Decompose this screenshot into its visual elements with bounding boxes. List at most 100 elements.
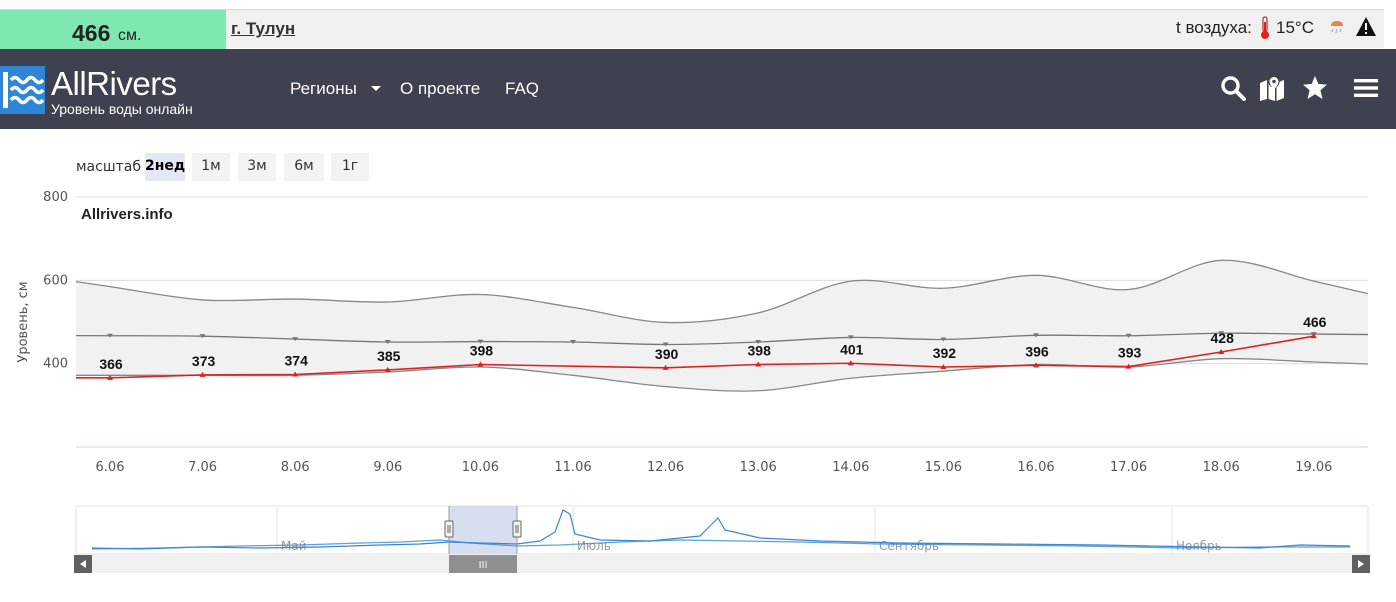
mean-marker — [940, 337, 947, 342]
scrollbar-thumb[interactable] — [449, 555, 517, 573]
x-tick-label: 16.06 — [1017, 460, 1054, 475]
mean-marker — [1218, 331, 1225, 336]
data-label: 390 — [655, 346, 679, 362]
thermometer-icon — [1261, 16, 1269, 39]
mean-marker — [107, 333, 113, 338]
navigator-month-label: Ноябрь — [1176, 539, 1222, 553]
menu-icon[interactable] — [1353, 75, 1379, 101]
scrollbar-track[interactable] — [74, 555, 1370, 573]
min-level-line — [76, 357, 1369, 392]
mean-marker — [1125, 333, 1132, 338]
navigator-handle[interactable] — [512, 520, 522, 538]
x-tick-label: 8.06 — [281, 460, 310, 475]
mean-marker — [755, 340, 762, 344]
current-level-point — [940, 364, 947, 369]
data-label: 428 — [1211, 330, 1235, 346]
x-tick-label: 12.06 — [647, 460, 684, 475]
data-label: 398 — [470, 343, 494, 359]
data-label: 398 — [748, 343, 772, 359]
navigator-series-line — [91, 539, 1350, 550]
current-level-point — [199, 371, 206, 377]
current-level-point — [107, 374, 113, 380]
scale-button-1m[interactable]: 1м — [192, 153, 230, 181]
logo-waves-icon[interactable] — [0, 66, 45, 114]
current-level-point — [1310, 333, 1317, 339]
navigator-series-line — [91, 509, 1351, 550]
navigator-handle[interactable] — [444, 520, 454, 538]
nav-faq[interactable]: FAQ — [505, 79, 540, 98]
x-tick-label: 10.06 — [462, 460, 499, 475]
x-tick-label: 11.06 — [554, 460, 591, 475]
water-level-chart[interactable]: 400 600 800 366 373 374 385 398 390 398 401 392 396 3… — [0, 185, 1396, 485]
current-level-point — [1033, 362, 1039, 368]
star-icon[interactable] — [1302, 75, 1328, 101]
y-tick-label: 600 — [43, 273, 68, 288]
site-header: AllRivers Уровень воды онлайн Регионы О … — [0, 49, 1396, 129]
x-tick-label: 19.06 — [1295, 460, 1332, 475]
mean-marker — [384, 340, 391, 344]
current-level-point — [662, 364, 669, 370]
x-tick-label: 9.06 — [373, 460, 402, 475]
current-level-point — [292, 371, 299, 377]
search-icon[interactable] — [1220, 75, 1246, 101]
warning-icon[interactable] — [1355, 16, 1377, 38]
mean-marker — [1033, 333, 1039, 338]
data-label: 401 — [840, 341, 864, 357]
current-level-value: 466 — [72, 20, 111, 46]
mean-marker — [199, 334, 206, 339]
air-temp-value: 15°C — [1276, 18, 1314, 37]
arrow-right-icon — [1358, 560, 1364, 568]
x-tick-label: 18.06 — [1203, 460, 1240, 475]
y-axis-label: Уровень, см — [16, 281, 31, 362]
mean-marker — [662, 342, 669, 347]
caret-down-icon — [371, 86, 381, 91]
info-bar: 466 см. г. Тулун t воздуха: 15°C — [0, 9, 1384, 49]
mean-level-line — [75, 332, 1369, 346]
y-tick-label: 800 — [43, 190, 68, 205]
nav-regions[interactable]: Регионы — [290, 79, 357, 98]
scale-button-3m[interactable]: 3м — [238, 153, 276, 181]
current-level-unit: см. — [118, 27, 142, 44]
data-label: 385 — [377, 348, 401, 364]
x-tick-label: 6.06 — [96, 460, 125, 475]
navigator-selection[interactable] — [449, 506, 517, 554]
scale-button-6m[interactable]: 6м — [284, 153, 324, 181]
current-level-point — [755, 361, 762, 367]
x-tick-label: 17.06 — [1110, 460, 1147, 475]
data-label: 374 — [285, 353, 309, 369]
logo-name[interactable]: AllRivers — [51, 65, 177, 102]
data-label: 392 — [933, 345, 957, 361]
data-label: 366 — [99, 356, 123, 372]
x-tick-label: 13.06 — [740, 460, 777, 475]
current-level-point — [847, 360, 854, 366]
current-level-point — [1218, 349, 1225, 354]
data-label: 466 — [1303, 314, 1327, 330]
navigator-month-label: Сентябрь — [879, 539, 939, 553]
scale-label: масштаб — [76, 159, 142, 175]
x-tick-label: 14.06 — [832, 460, 869, 475]
map-icon[interactable] — [1259, 75, 1285, 101]
scale-button-2w[interactable]: 2нед — [145, 153, 185, 181]
mean-marker — [847, 335, 854, 340]
city-link[interactable]: г. Тулун — [231, 19, 296, 38]
max-level-line — [75, 259, 1369, 324]
data-label: 396 — [1025, 343, 1049, 359]
data-label: 393 — [1118, 345, 1142, 361]
rain-icon — [1331, 21, 1343, 34]
scrollbar-thumb-grip: III — [479, 560, 488, 571]
chart-navigator[interactable]: Май Июль Сентябрь Ноябрь III — [0, 500, 1396, 580]
current-level-point — [384, 366, 391, 372]
mean-marker — [477, 339, 484, 344]
x-tick-label: 7.06 — [188, 460, 217, 475]
navigator-month-label: Июль — [577, 539, 611, 553]
historic-range-band — [76, 260, 1368, 392]
arrow-left-icon — [80, 560, 86, 568]
scale-button-1y[interactable]: 1г — [331, 153, 369, 181]
current-level-badge: 466 см. — [0, 10, 226, 49]
air-temp-label: t воздуха: — [1176, 18, 1252, 37]
current-level-point — [477, 361, 484, 367]
nav-about[interactable]: О проекте — [400, 79, 481, 98]
current-level-line — [76, 335, 1314, 379]
y-tick-label: 400 — [43, 357, 68, 372]
logo-subtitle: Уровень воды онлайн — [51, 101, 193, 117]
